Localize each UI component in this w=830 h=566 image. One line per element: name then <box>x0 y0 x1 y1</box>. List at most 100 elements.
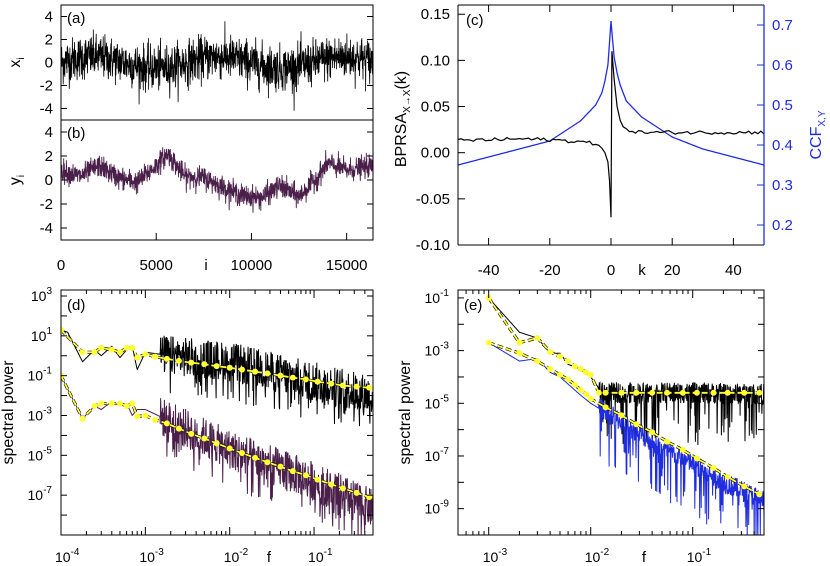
bprsa-line <box>458 51 764 218</box>
panel-label-e: (e) <box>464 297 482 314</box>
ytick-label-b: 4 <box>45 124 53 141</box>
xtick-label-b: 5000 <box>140 257 173 274</box>
binned-point <box>724 389 731 396</box>
binned-point <box>201 435 208 442</box>
binned-point <box>339 382 346 389</box>
panel-d: 103 101 10-1 10-3 10-5 10-7 10-4 10-3 10-2 10-1 f (… <box>0 286 374 566</box>
binned-point <box>175 425 182 432</box>
binned-point <box>679 389 686 396</box>
ytick-label-a: 0 <box>45 55 53 72</box>
xtick-label-c: 40 <box>725 262 742 279</box>
binned-point <box>595 389 602 396</box>
binned-line-1 <box>61 329 370 389</box>
xtick-label-e: 10-2 <box>585 547 610 565</box>
binned-point <box>264 370 271 377</box>
binned-point <box>710 389 717 396</box>
xtick-label-c: -20 <box>539 262 561 279</box>
binned-point <box>328 380 335 387</box>
ytick-label-b: 0 <box>45 172 53 189</box>
binned-point <box>649 389 656 396</box>
binned-point <box>353 383 360 390</box>
xtick-label-d: 10-3 <box>139 547 164 565</box>
binned-line-3 <box>61 375 370 498</box>
binned-point <box>339 485 346 492</box>
ytick-label-d: 10-7 <box>28 485 53 503</box>
ytick-label-a: -2 <box>40 78 53 95</box>
panel-b: 4 2 0 -2 -4 0 5000 10000 15000 i (b) yi <box>7 119 374 274</box>
binned-point <box>123 344 130 351</box>
xtick-label-d: 10-1 <box>308 547 333 565</box>
binned-point <box>123 402 130 409</box>
binned-point <box>756 389 763 396</box>
ylabel-c-right: CCFX,Y <box>808 110 828 159</box>
binned-point <box>664 389 671 396</box>
xtick-label-b: 15000 <box>326 257 368 274</box>
ytick-label-d: 10-1 <box>28 366 53 384</box>
binned-point <box>188 359 195 366</box>
panel-a: 4 2 0 -2 -4 (a) xi <box>7 4 374 121</box>
ytick-label-a: 2 <box>45 32 53 49</box>
binned-point <box>583 391 590 398</box>
binned-point <box>289 374 296 381</box>
ytick-label-e: 10-5 <box>425 393 450 411</box>
binned-point <box>547 366 554 373</box>
binned-point <box>565 376 572 383</box>
binned-point <box>116 400 123 407</box>
binned-point <box>587 371 594 378</box>
binned-point <box>756 491 763 498</box>
xtick-label-c: 20 <box>664 262 681 279</box>
panel-label-d: (d) <box>67 297 85 314</box>
binned-point <box>602 389 609 396</box>
binned-point <box>129 400 136 407</box>
binned-point <box>618 389 625 396</box>
binned-point <box>618 412 625 419</box>
binned-point <box>142 412 149 419</box>
binned-point <box>577 386 584 393</box>
ylabel-c-left: BPRSAX→X(k) <box>393 71 413 167</box>
ytick-label-c-right: 0.4 <box>772 137 793 154</box>
ylabel-d: spectral power <box>0 360 17 465</box>
ytick-label-d: 10-5 <box>28 445 53 463</box>
xtick-label-c: 0 <box>607 262 615 279</box>
ytick-label-e: 10-7 <box>425 446 450 464</box>
binned-point <box>226 364 233 371</box>
binned-point <box>314 378 321 385</box>
binned-point <box>587 395 594 402</box>
binned-point <box>649 429 656 436</box>
binned-point <box>302 472 309 479</box>
binned-point <box>142 351 149 358</box>
binned-point <box>264 459 271 466</box>
axes-frame-e <box>457 289 765 536</box>
binned-point <box>557 371 563 378</box>
binned-point <box>175 357 182 364</box>
binned-point <box>314 476 321 483</box>
xlabel-d: f <box>267 549 272 566</box>
ytick-label-c-right: 0.5 <box>772 97 793 114</box>
panel-e: 10-1 10-3 10-5 10-7 10-9 10-3 10-2 10-1 f (e) spec… <box>397 288 765 566</box>
ytick-label-c-left: -0.05 <box>416 191 450 208</box>
binned-point <box>710 464 717 471</box>
ylabel-b: yi <box>7 175 27 185</box>
spectrum-line-2 <box>61 375 373 535</box>
binned-point <box>534 358 541 365</box>
binned-point <box>679 446 686 453</box>
ytick-label-b: 2 <box>45 148 53 165</box>
panel-label-c: (c) <box>466 12 484 29</box>
ytick-label-c-left: 0.00 <box>421 145 450 162</box>
binned-point <box>151 353 158 360</box>
binned-point <box>213 363 220 370</box>
binned-point <box>565 358 572 365</box>
ytick-label-a: -4 <box>40 101 53 118</box>
panel-label-a: (a) <box>67 10 85 27</box>
binned-line-2 <box>487 297 760 394</box>
binned-point <box>289 468 296 475</box>
ytick-label-d: 103 <box>31 286 53 304</box>
panel-label-b: (b) <box>67 125 85 142</box>
binned-point <box>583 369 590 376</box>
binned-point <box>79 349 86 356</box>
spectrum-line-0 <box>61 329 373 427</box>
spectrum-line-0 <box>488 297 764 446</box>
ytick-label-c-left: -0.10 <box>416 237 450 254</box>
binned-point <box>516 339 523 346</box>
